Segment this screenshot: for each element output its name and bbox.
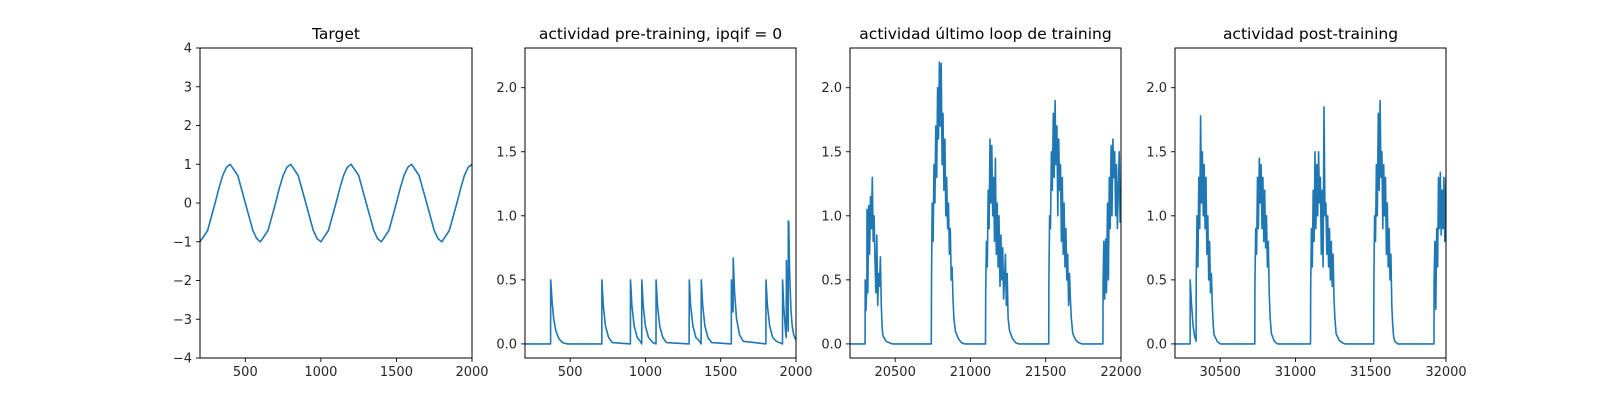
x-tick-label: 22000 <box>1100 365 1141 380</box>
x-tick-label: 31000 <box>1275 365 1316 380</box>
x-tick-label: 32000 <box>1425 365 1466 380</box>
y-tick-label: 0.5 <box>496 273 517 288</box>
y-tick-label: 0.0 <box>496 337 517 352</box>
y-tick-label: −4 <box>173 352 192 367</box>
axes-frame-4 <box>1174 47 1447 359</box>
y-tick-label: −3 <box>173 313 192 328</box>
x-tick-label: 1000 <box>304 365 337 380</box>
axes-frame-3 <box>849 47 1122 359</box>
y-tick-label: 0.0 <box>1146 337 1167 352</box>
x-tick-label: 2000 <box>455 365 488 380</box>
x-tick-label: 1500 <box>704 365 737 380</box>
y-tick-label: 1.0 <box>496 209 517 224</box>
panel-title-1: Target <box>311 25 360 43</box>
y-tick-label: 1.5 <box>1146 145 1167 160</box>
x-tick-label: 500 <box>233 365 258 380</box>
panel-1: 500 1000 1500 2000 −4 −3 −2 −1 0 1 2 3 4 Target <box>173 25 489 380</box>
y-tick-label: 2 <box>184 119 192 134</box>
y-tick-label: 1.0 <box>1146 209 1167 224</box>
y-tick-label: 2.0 <box>821 81 842 96</box>
x-tick-label: 20500 <box>874 365 915 380</box>
y-tick-label: −2 <box>173 274 192 289</box>
series-line-1 <box>200 163 472 243</box>
panel-3: 20500 21000 21500 22000 0.0 0.5 1.0 1.5 2.0 activ… <box>821 25 1141 380</box>
axes-frame-2 <box>524 47 797 359</box>
x-tick-label: 2000 <box>779 365 812 380</box>
x-tick-label: 30500 <box>1199 365 1240 380</box>
x-tick-label: 1000 <box>629 365 662 380</box>
y-tick-label: 0 <box>184 197 192 212</box>
x-tick-label: 500 <box>558 365 583 380</box>
y-tick-label: 2.0 <box>496 81 517 96</box>
series-line-2 <box>525 220 796 345</box>
series-line-3 <box>850 61 1121 345</box>
y-tick-label: 2.0 <box>1146 81 1167 96</box>
y-tick-label: 1.5 <box>496 145 517 160</box>
panel-title-4: actividad post-training <box>1223 25 1398 43</box>
y-tick-label: 3 <box>184 80 192 95</box>
y-tick-label: 1.0 <box>821 209 842 224</box>
y-tick-label: −1 <box>173 235 192 250</box>
y-tick-label: 1.5 <box>821 145 842 160</box>
y-tick-label: 0.5 <box>821 273 842 288</box>
x-tick-label: 31500 <box>1350 365 1391 380</box>
x-tick-label: 21500 <box>1025 365 1066 380</box>
series-line-4 <box>1175 99 1446 345</box>
panel-2: 500 1000 1500 2000 0.0 0.5 1.0 1.5 2.0 actividad … <box>496 25 812 380</box>
panel-title-3: actividad último loop de training <box>859 25 1111 43</box>
y-tick-label: 1 <box>184 158 192 173</box>
x-tick-label: 1500 <box>380 365 413 380</box>
y-tick-label: 0.0 <box>821 337 842 352</box>
y-tick-label: 0.5 <box>1146 273 1167 288</box>
panel-4: 30500 31000 31500 32000 0.0 0.5 1.0 1.5 2.0 activ… <box>1146 25 1466 380</box>
x-tick-label: 21000 <box>950 365 991 380</box>
panel-title-2: actividad pre-training, ipqif = 0 <box>539 25 782 43</box>
y-tick-label: 4 <box>184 42 192 57</box>
